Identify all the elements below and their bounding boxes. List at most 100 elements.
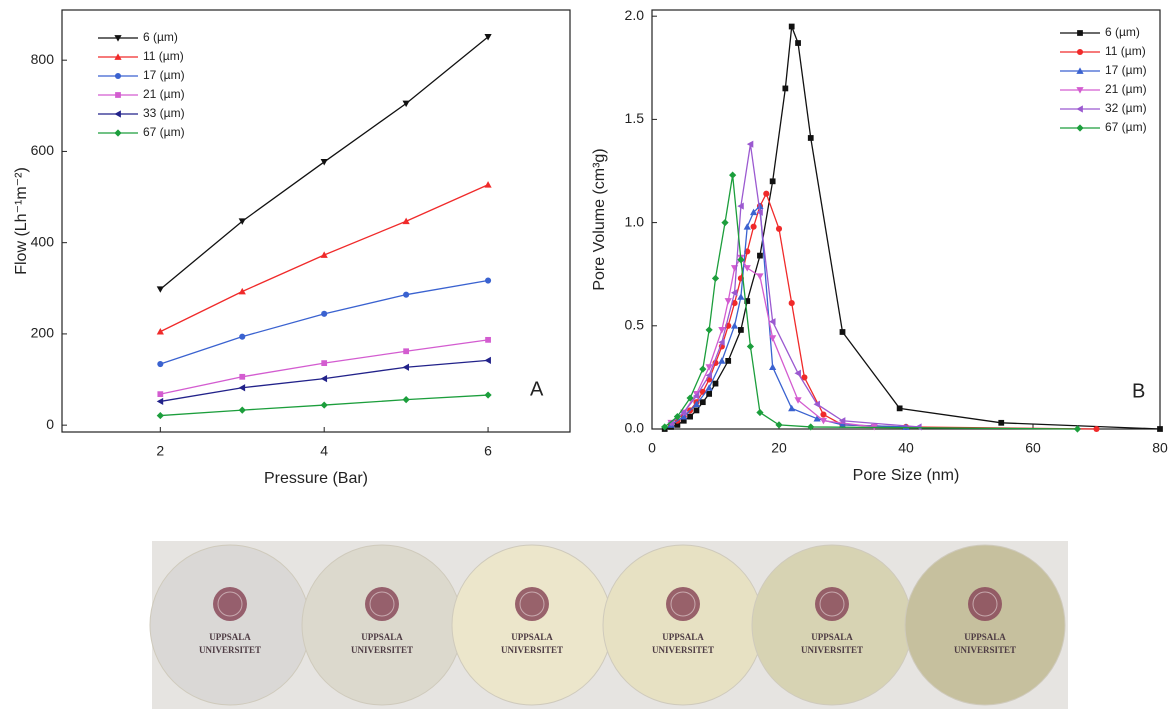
panel-letter: B xyxy=(1132,380,1145,402)
series-line xyxy=(160,360,488,401)
data-point xyxy=(403,396,410,403)
legend-label: 17 (µm) xyxy=(143,68,185,82)
data-point xyxy=(403,348,409,354)
y-tick-label: 0.0 xyxy=(625,420,645,436)
y-axis-label: Flow (Lh⁻¹m⁻²) xyxy=(13,167,30,275)
data-point xyxy=(157,361,163,367)
data-point xyxy=(897,405,903,411)
disc-text: UNIVERSITET xyxy=(501,645,563,655)
y-tick-label: 600 xyxy=(31,142,55,158)
y-tick-label: 200 xyxy=(31,325,55,341)
membrane-disc xyxy=(905,545,1065,705)
data-point xyxy=(757,253,763,259)
data-point xyxy=(782,86,788,92)
legend-label: 11 (µm) xyxy=(143,49,184,63)
y-axis-label: Pore Volume (cm³g) xyxy=(591,148,608,290)
legend-swatch-marker xyxy=(115,73,121,79)
data-point xyxy=(706,391,712,397)
x-tick-label: 6 xyxy=(484,443,492,459)
data-point xyxy=(756,273,763,279)
data-point xyxy=(776,226,782,232)
data-point xyxy=(1093,426,1099,432)
panel-letter: A xyxy=(530,378,544,400)
data-point xyxy=(737,293,744,299)
legend-label: 67 (µm) xyxy=(143,125,185,139)
y-tick-label: 1.0 xyxy=(625,213,645,229)
data-point xyxy=(729,172,736,179)
disc-text: UPPSALA xyxy=(662,632,704,642)
data-point xyxy=(747,343,754,350)
data-point xyxy=(700,399,706,405)
data-point xyxy=(1157,426,1163,432)
x-tick-label: 80 xyxy=(1152,440,1168,456)
data-point xyxy=(403,101,410,107)
legend-swatch-marker xyxy=(1077,49,1083,55)
disc-text: UPPSALA xyxy=(209,632,251,642)
data-point xyxy=(239,374,245,380)
data-point xyxy=(808,135,814,141)
data-point xyxy=(157,328,164,334)
data-point xyxy=(725,298,732,304)
y-tick-label: 400 xyxy=(31,233,55,249)
series-line xyxy=(160,185,488,332)
data-point xyxy=(713,381,719,387)
data-point xyxy=(694,408,700,414)
data-point xyxy=(484,391,491,398)
data-point xyxy=(321,375,327,382)
data-point xyxy=(403,292,409,298)
data-point xyxy=(820,411,826,417)
data-point xyxy=(484,357,490,364)
data-point xyxy=(769,363,776,369)
data-point xyxy=(712,275,719,282)
data-point xyxy=(721,219,728,226)
legend-label: 32 (µm) xyxy=(1105,101,1147,115)
membrane-photo: UPPSALA UNIVERSITET UPPSALA UNIVERSITET UPPS… xyxy=(150,541,1068,709)
membrane-disc xyxy=(302,545,462,705)
legend-label: 67 (µm) xyxy=(1105,120,1147,134)
data-point xyxy=(756,409,763,416)
membrane-disc xyxy=(150,545,310,705)
disc-text: UNIVERSITET xyxy=(954,645,1016,655)
legend-label: 17 (µm) xyxy=(1105,63,1147,77)
disc-text: UNIVERSITET xyxy=(801,645,863,655)
data-point xyxy=(725,358,731,364)
data-point xyxy=(157,391,163,397)
y-tick-label: 0 xyxy=(46,416,54,432)
data-point xyxy=(731,322,738,328)
membrane-disc xyxy=(452,545,612,705)
series-line xyxy=(671,194,1096,429)
data-point xyxy=(789,24,795,30)
legend-swatch-marker xyxy=(115,92,121,98)
legend-label: 21 (µm) xyxy=(143,87,185,101)
data-point xyxy=(321,360,327,366)
legend-label: 11 (µm) xyxy=(1105,44,1146,58)
data-point xyxy=(775,421,782,428)
data-point xyxy=(744,265,751,271)
plot-frame xyxy=(62,10,570,432)
x-tick-label: 0 xyxy=(648,440,656,456)
data-point xyxy=(485,277,491,283)
data-point xyxy=(763,191,769,197)
data-point xyxy=(840,329,846,335)
disc-text: UNIVERSITET xyxy=(351,645,413,655)
disc-text: UNIVERSITET xyxy=(199,645,261,655)
legend-swatch-marker xyxy=(114,129,121,136)
data-point xyxy=(239,288,246,294)
x-tick-label: 40 xyxy=(898,440,914,456)
data-point xyxy=(687,414,693,420)
disc-text: UNIVERSITET xyxy=(652,645,714,655)
data-point xyxy=(157,412,164,419)
series-line xyxy=(665,175,1078,429)
figure: UPPSALA UNIVERSITET UPPSALA UNIVERSITET UPPS… xyxy=(0,0,1170,709)
x-tick-label: 4 xyxy=(320,443,328,459)
data-point xyxy=(157,398,163,405)
x-axis-label: Pore Size (nm) xyxy=(853,467,960,484)
membrane-disc xyxy=(603,545,763,705)
data-point xyxy=(751,224,757,230)
x-tick-label: 2 xyxy=(156,443,164,459)
disc-text: UPPSALA xyxy=(811,632,853,642)
data-point xyxy=(699,366,706,373)
legend-swatch-marker xyxy=(1076,105,1082,112)
data-point xyxy=(321,311,327,317)
